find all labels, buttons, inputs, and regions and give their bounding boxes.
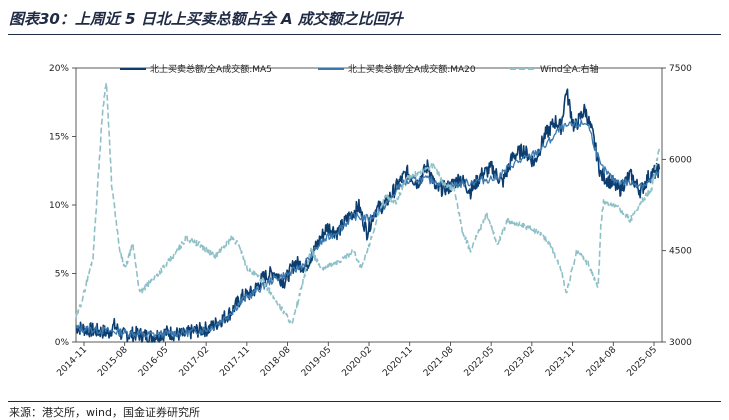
y-left-tick-label: 5% <box>55 270 70 280</box>
y-left-tick-label: 0% <box>55 338 70 348</box>
x-tick-label: 2018-08 <box>259 345 293 379</box>
y-right-tick-label: 7500 <box>669 64 692 74</box>
y-left-tick-label: 15% <box>49 133 69 143</box>
x-tick-label: 2024-08 <box>585 345 619 379</box>
y-left-tick-label: 10% <box>49 201 69 211</box>
x-tick-label: 2016-05 <box>137 345 171 379</box>
plot-border <box>75 67 663 343</box>
x-tick-label: 2017-11 <box>218 345 252 379</box>
x-tick-label: 2017-02 <box>178 345 212 379</box>
source-divider <box>8 401 721 402</box>
title-divider <box>8 34 721 35</box>
x-tick-label: 2020-02 <box>340 345 374 379</box>
x-tick-label: 2020-11 <box>381 345 415 379</box>
series-line-ma20 <box>75 119 660 339</box>
x-tick-label: 2015-08 <box>96 345 130 379</box>
x-tick-label: 2021-08 <box>422 345 456 379</box>
x-tick-label: 2023-11 <box>544 345 578 379</box>
line-chart: 0% 5% 10% 15% 20% 3000 4500 6000 7500 2014-11 2015… <box>49 63 692 379</box>
y-right-tick-label: 6000 <box>669 155 692 165</box>
chart-title: 图表30：上周近 5 日北上买卖总额占全 A 成交额之比回升 <box>9 10 403 28</box>
legend-label: Wind全A:右轴 <box>540 63 599 75</box>
y-left-tick-label: 20% <box>49 64 69 74</box>
series-line-wind-a <box>75 82 661 324</box>
x-tick-label: 2014-11 <box>55 345 89 379</box>
x-tick-label: 2025-05 <box>625 345 659 379</box>
y-right-tick-label: 3000 <box>669 338 692 348</box>
x-tick-label: 2022-05 <box>463 345 497 379</box>
source-note: 来源：港交所，wind，国金证券研究所 <box>9 406 201 419</box>
x-tick-label: 2023-02 <box>503 345 537 379</box>
legend-label: 北上买卖总额/全A成交额:MA5 <box>150 63 272 75</box>
x-tick-label: 2019-05 <box>300 345 334 379</box>
y-right-tick-label: 4500 <box>669 247 692 257</box>
legend-label: 北上买卖总额/全A成交额:MA20 <box>348 63 476 75</box>
